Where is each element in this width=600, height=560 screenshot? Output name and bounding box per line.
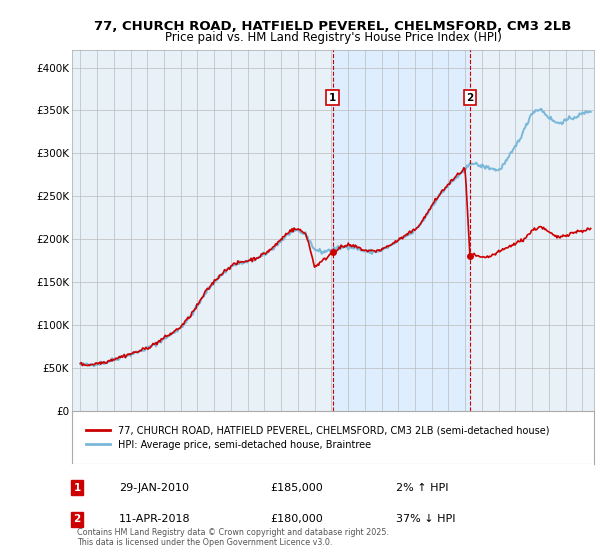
Text: 1: 1 xyxy=(74,483,81,493)
Text: Contains HM Land Registry data © Crown copyright and database right 2025.
This d: Contains HM Land Registry data © Crown c… xyxy=(77,528,389,547)
Text: £180,000: £180,000 xyxy=(271,514,323,524)
Text: 2% ↑ HPI: 2% ↑ HPI xyxy=(395,483,448,493)
Text: 1: 1 xyxy=(329,92,336,102)
Text: £185,000: £185,000 xyxy=(271,483,323,493)
Text: 2: 2 xyxy=(466,92,473,102)
Text: 37% ↓ HPI: 37% ↓ HPI xyxy=(395,514,455,524)
Text: 77, CHURCH ROAD, HATFIELD PEVEREL, CHELMSFORD, CM3 2LB: 77, CHURCH ROAD, HATFIELD PEVEREL, CHELM… xyxy=(94,20,572,32)
Legend: 77, CHURCH ROAD, HATFIELD PEVEREL, CHELMSFORD, CM3 2LB (semi-detached house), HP: 77, CHURCH ROAD, HATFIELD PEVEREL, CHELM… xyxy=(82,421,553,454)
Text: Price paid vs. HM Land Registry's House Price Index (HPI): Price paid vs. HM Land Registry's House … xyxy=(164,31,502,44)
Text: 2: 2 xyxy=(74,514,81,524)
Bar xyxy=(332,50,470,411)
Text: 11-APR-2018: 11-APR-2018 xyxy=(119,514,191,524)
Text: 29-JAN-2010: 29-JAN-2010 xyxy=(119,483,189,493)
